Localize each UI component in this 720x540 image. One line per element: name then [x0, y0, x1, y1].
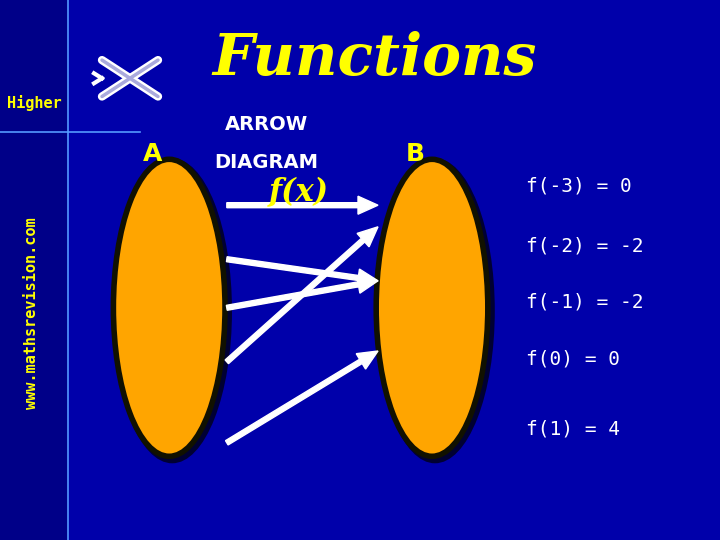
Text: A: A	[143, 142, 162, 166]
Text: Higher: Higher	[6, 94, 61, 111]
FancyArrow shape	[227, 196, 378, 214]
FancyArrow shape	[225, 227, 378, 363]
FancyArrow shape	[225, 351, 378, 445]
Ellipse shape	[113, 159, 225, 456]
Text: f(-1) = -2: f(-1) = -2	[526, 293, 643, 312]
Text: f(-2) = -2: f(-2) = -2	[526, 236, 643, 255]
Text: f(-3) = 0: f(-3) = 0	[526, 177, 631, 196]
Bar	[0, 0, 68, 540]
Text: B: B	[406, 142, 425, 166]
FancyArrow shape	[226, 275, 378, 310]
Ellipse shape	[376, 159, 488, 456]
Text: f(0) = 0: f(0) = 0	[526, 349, 620, 369]
Ellipse shape	[375, 158, 495, 463]
Text: DIAGRAM: DIAGRAM	[215, 152, 318, 172]
FancyArrow shape	[227, 256, 378, 287]
Ellipse shape	[112, 158, 232, 463]
Text: ARROW: ARROW	[225, 114, 308, 134]
Text: f(x): f(x)	[269, 176, 329, 207]
Text: f(1) = 4: f(1) = 4	[526, 420, 620, 439]
Text: Functions: Functions	[212, 31, 536, 87]
Text: www.mathsrevision.com: www.mathsrevision.com	[24, 218, 40, 409]
